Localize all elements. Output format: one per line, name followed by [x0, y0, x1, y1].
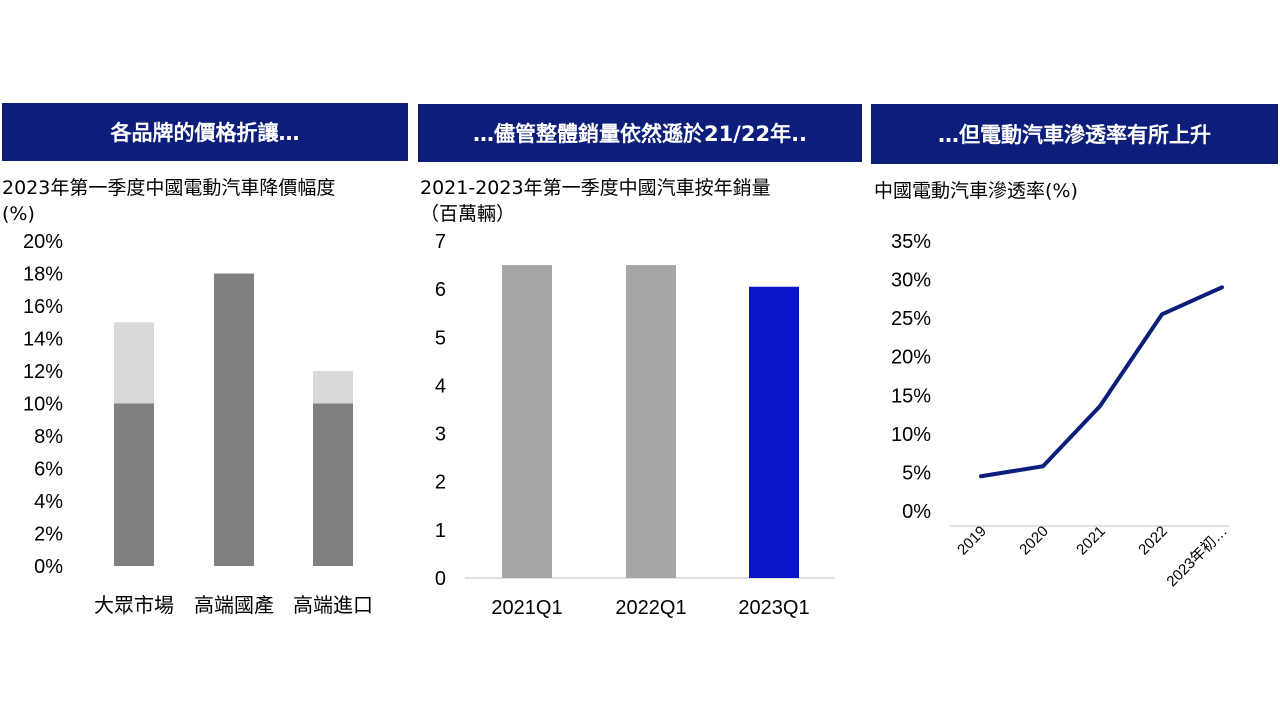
- chart3-x-label: 2022: [1135, 523, 1171, 559]
- chart2-ytick: 7: [435, 231, 446, 253]
- chart1-ytick: 2%: [34, 524, 63, 546]
- chart3-ytick: 10%: [891, 424, 931, 446]
- chart1-bar-s2: [313, 371, 353, 404]
- chart1-bar-s2: [114, 322, 154, 404]
- chart3-x-label: 2020: [1016, 523, 1052, 559]
- chart1-ytick: 18%: [23, 264, 63, 286]
- chart3-ytick: 20%: [891, 347, 931, 369]
- panel1-subtitle: 2023年第一季度中國電動汽車降價幅度: [2, 177, 336, 199]
- chart2-category-label: 2021Q1: [491, 597, 562, 619]
- chart3-x-label: 2023年初…: [1163, 523, 1230, 590]
- panel1-banner-label: 各品牌的價格折讓…: [110, 121, 300, 145]
- panel3-subtitle: 中國電動汽車滲透率(%): [874, 180, 1078, 202]
- panel1-banner: 各品牌的價格折讓…: [2, 103, 408, 161]
- chart2-category-label: 2022Q1: [615, 597, 686, 619]
- chart2-category-label: 2023Q1: [738, 597, 809, 619]
- chart2-ytick: 2: [435, 472, 446, 494]
- chart1-ytick: 6%: [34, 459, 63, 481]
- chart1-ytick: 0%: [34, 556, 63, 578]
- panel3-banner: …但電動汽車滲透率有所上升: [871, 104, 1278, 164]
- chart2-bar: [502, 265, 552, 578]
- chart1-category-label: 大眾市場: [94, 594, 174, 617]
- chart2-bar: [749, 286, 799, 578]
- panel1-unit: (%): [2, 203, 35, 225]
- chart2-ytick: 0: [435, 568, 446, 590]
- chart1-bar-s1: [313, 403, 353, 566]
- chart3-ytick: 35%: [891, 231, 931, 253]
- chart1-ytick: 12%: [23, 361, 63, 383]
- panel2-banner-label: …儘管整體銷量依然遜於21/22年..: [472, 122, 808, 146]
- chart2-ytick: 4: [435, 375, 446, 397]
- chart1-category-label: 高端國產: [194, 594, 274, 617]
- panel2-unit: （百萬輛）: [420, 203, 516, 225]
- panel2-banner: …儘管整體銷量依然遜於21/22年..: [418, 104, 862, 162]
- chart1-ytick: 4%: [34, 491, 63, 513]
- chart3-ytick: 30%: [891, 270, 931, 292]
- chart1-ytick: 20%: [23, 231, 63, 253]
- panel3-banner-label: …但電動汽車滲透率有所上升: [938, 123, 1211, 147]
- panel2-subtitle: 2021-2023年第一季度中國汽車按年銷量: [420, 177, 771, 199]
- chart3-ytick: 25%: [891, 308, 931, 330]
- chart1-bar-s1: [214, 273, 254, 566]
- chart3-ytick: 15%: [891, 385, 931, 407]
- chart1-ytick: 10%: [23, 394, 63, 416]
- chart1-category-label: 高端進口: [293, 594, 373, 617]
- chart2-ytick: 1: [435, 520, 446, 542]
- chart3-ytick: 0%: [902, 501, 931, 523]
- chart1-ytick: 14%: [23, 329, 63, 351]
- chart2-bar: [626, 265, 676, 578]
- chart1-ytick: 8%: [34, 426, 63, 448]
- chart3-series-line: [979, 285, 1224, 479]
- chart2-ytick: 5: [435, 327, 446, 349]
- chart1-bar-s1: [114, 403, 154, 566]
- chart1-ytick: 16%: [23, 296, 63, 318]
- chart3-x-label: 2021: [1073, 523, 1109, 559]
- chart3-x-label: 2019: [954, 523, 990, 559]
- chart2-ytick: 6: [435, 279, 446, 301]
- chart3-ytick: 5%: [902, 462, 931, 484]
- chart2-ytick: 3: [435, 424, 446, 446]
